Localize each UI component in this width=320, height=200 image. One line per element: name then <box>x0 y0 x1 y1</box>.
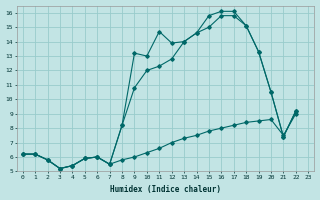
X-axis label: Humidex (Indice chaleur): Humidex (Indice chaleur) <box>110 185 221 194</box>
